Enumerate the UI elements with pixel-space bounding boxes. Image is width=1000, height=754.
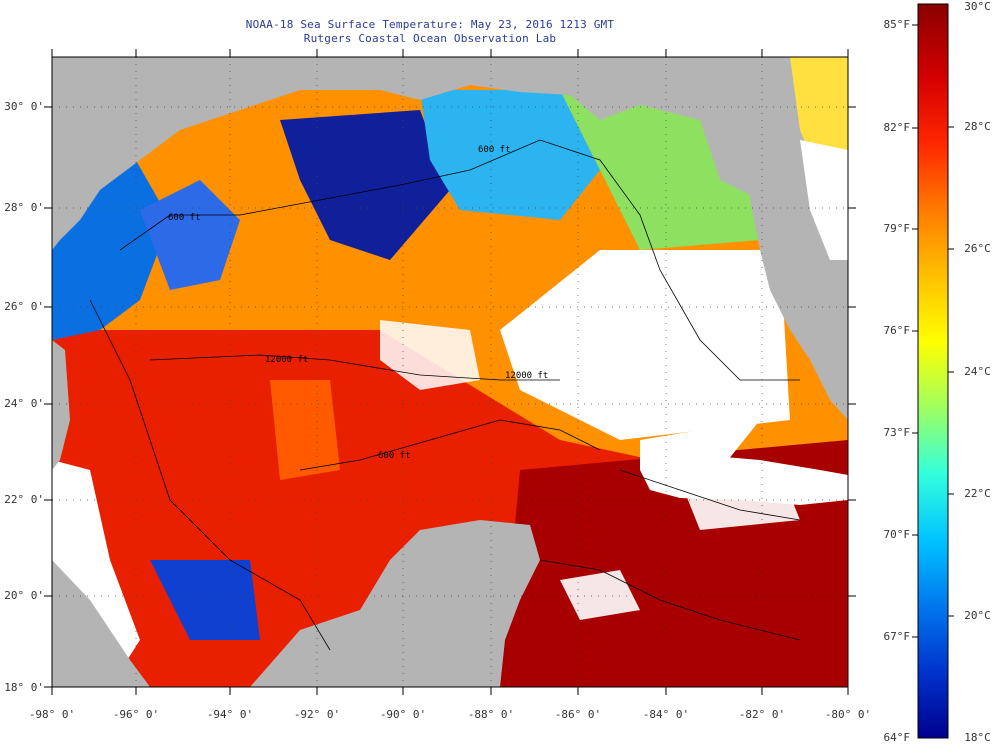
lat-label-26: 26° 0' [4, 300, 44, 313]
land-yucatan [250, 520, 540, 687]
isobath-contours [89, 139, 801, 651]
colorbar-f-label: 76°F [883, 324, 911, 337]
colorbar-c-label: 30°C [964, 0, 991, 13]
colorbar-c-label: 26°C [964, 242, 991, 255]
colorbar-c-label: 24°C [964, 365, 991, 378]
colorbar-f-label: 67°F [883, 630, 911, 643]
isobath-label: 600 ft [378, 451, 411, 461]
land-north-america [52, 57, 848, 250]
colorbar-f-label: 64°F [883, 731, 911, 744]
colorbar-f-label: 73°F [883, 426, 911, 439]
isobath-label: 600 ft [478, 145, 511, 155]
lon-label-92: -92° 0' [293, 708, 341, 721]
colorbar-c-label: 20°C [964, 609, 991, 622]
map-frame [51, 56, 849, 688]
isobath-label: 12000 ft [505, 371, 548, 381]
lon-label-94: -94° 0' [206, 708, 254, 721]
lon-label-90: -90° 0' [379, 708, 427, 721]
lon-label-82: -82° 0' [738, 708, 786, 721]
land-cuba [640, 455, 848, 505]
lon-label-96: -96° 0' [112, 708, 160, 721]
lat-label-18: 18° 0' [4, 681, 44, 694]
map-title: NOAA-18 Sea Surface Temperature: May 23,… [245, 18, 615, 31]
lat-label-22: 22° 0' [4, 493, 44, 506]
lon-label-84: -84° 0' [642, 708, 690, 721]
colorbar [917, 3, 949, 739]
lon-label-86: -86° 0' [554, 708, 602, 721]
cloud-east-gulf [500, 250, 790, 440]
lon-label-98: -98° 0' [28, 708, 76, 721]
sst-image [52, 57, 848, 687]
cool-shelf-louisiana [280, 110, 450, 260]
lat-label-24: 24° 0' [4, 397, 44, 410]
isobath-label: 600 ft [168, 213, 201, 223]
colorbar-f-label: 82°F [883, 121, 911, 134]
map-subtitle: Rutgers Coastal Ocean Observation Lab [303, 32, 557, 45]
lon-label-88: -88° 0' [467, 708, 515, 721]
colorbar-c-label: 22°C [964, 487, 991, 500]
colorbar-f-label: 79°F [883, 222, 911, 235]
lat-label-30: 30° 0' [4, 100, 44, 113]
lat-label-20: 20° 0' [4, 589, 44, 602]
colorbar-c-label: 18°C [964, 731, 991, 744]
axis-ticks [44, 49, 856, 695]
isobath-labels: 600 ft 600 ft 12000 ft 12000 ft 600 ft [168, 145, 548, 461]
colorbar-ticks [912, 24, 954, 638]
land-mexico [52, 340, 70, 470]
lat-label-28: 28° 0' [4, 201, 44, 214]
colorbar-f-label: 70°F [883, 528, 911, 541]
lon-label-80: -80° 0' [824, 708, 872, 721]
graticule [52, 57, 848, 687]
colorbar-c-label: 28°C [964, 120, 991, 133]
isobath-label: 12000 ft [265, 355, 308, 365]
colorbar-f-label: 85°F [883, 18, 911, 31]
